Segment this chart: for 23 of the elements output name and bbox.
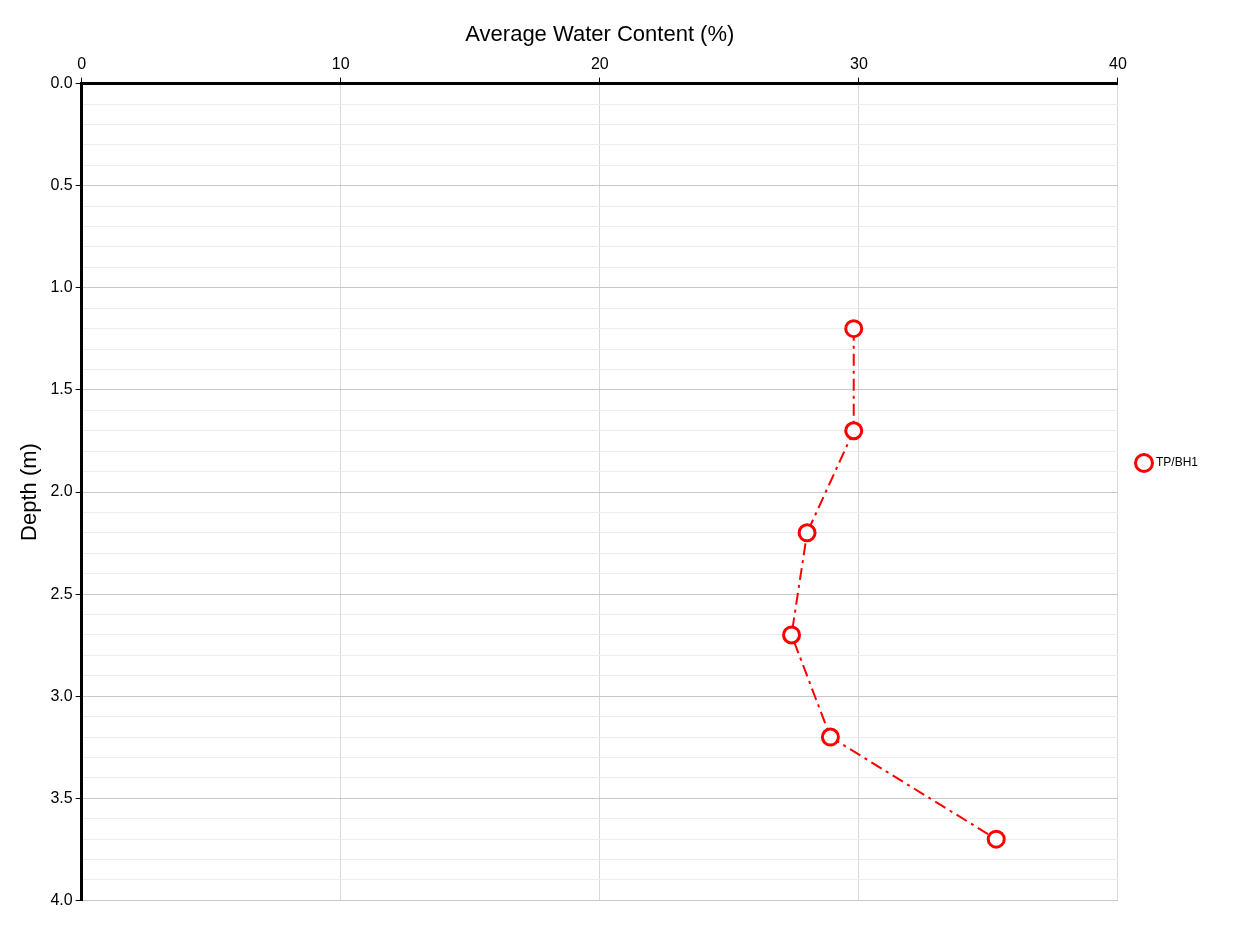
y-tick-label: 2.0 xyxy=(50,482,73,500)
x-axis-title: Average Water Content (%) xyxy=(465,21,735,47)
point xyxy=(844,319,864,339)
point xyxy=(797,523,817,543)
y-tick-label: 0.0 xyxy=(50,74,73,92)
y-tick-label: 2.5 xyxy=(50,584,73,602)
y-tick-label: 3.0 xyxy=(50,686,73,704)
y-axis-title: Depth (m) xyxy=(16,443,42,541)
x-tick-label: 0 xyxy=(77,55,87,73)
y-tick-label: 1.0 xyxy=(50,278,73,296)
point xyxy=(820,727,840,747)
legend-label: TP/BH1 xyxy=(1155,455,1199,470)
x-tick-label: 10 xyxy=(331,55,350,73)
y-tick-label: 0.5 xyxy=(50,176,73,194)
point xyxy=(844,421,864,441)
y-tick-label: 1.5 xyxy=(50,380,73,398)
point xyxy=(986,829,1006,849)
x-tick-label: 30 xyxy=(850,55,868,73)
point xyxy=(782,625,802,645)
y-tick-label: 3.5 xyxy=(50,788,73,806)
y-tick-label: 4.0 xyxy=(50,890,73,908)
x-tick-label: 20 xyxy=(590,55,609,73)
x-tick-label: 40 xyxy=(1109,55,1127,73)
